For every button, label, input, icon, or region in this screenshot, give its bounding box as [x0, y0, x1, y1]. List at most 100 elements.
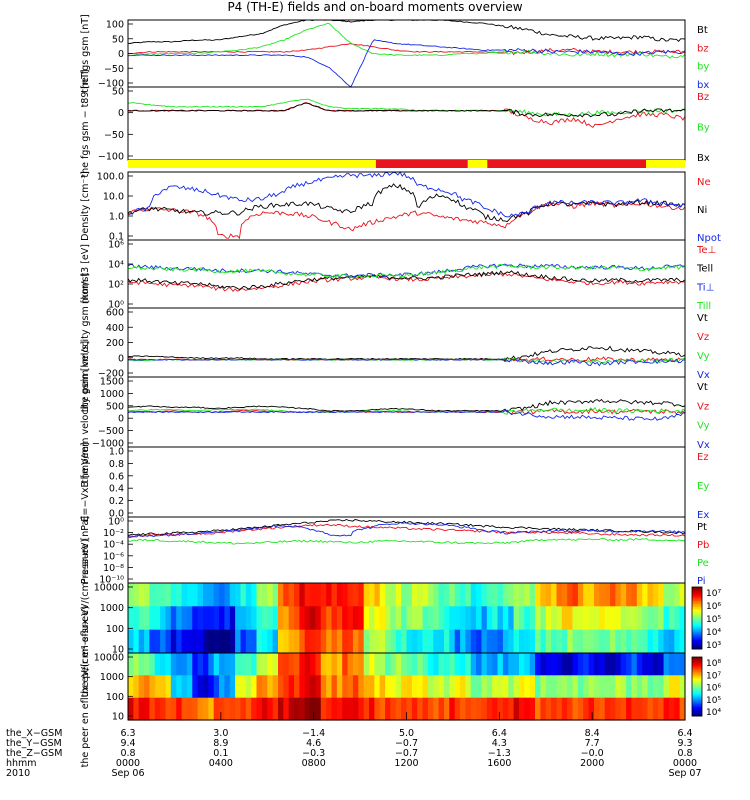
heatmap-cell: [508, 583, 515, 607]
heatmap-cell: [583, 653, 590, 676]
series-line-Vt: [127, 398, 686, 413]
heatmap-cell: [133, 653, 140, 676]
heatmap-cell: [213, 675, 220, 699]
heatmap-cell: [529, 675, 536, 699]
heatmap-cell: [278, 675, 284, 699]
colorbar-swatch: [692, 661, 702, 664]
heatmap-cell: [170, 675, 177, 699]
legend-entry: Pt: [697, 522, 707, 533]
heatmap-cell: [256, 583, 263, 607]
heatmap-cell: [668, 697, 675, 721]
heatmap-cell: [138, 653, 145, 676]
heatmap-cell: [272, 653, 279, 676]
heatmap-cell: [519, 697, 525, 721]
heatmap-cell: [224, 606, 231, 631]
legend-entry: Vz: [697, 401, 709, 412]
heatmap-cell: [186, 583, 193, 607]
heatmap-cell: [631, 697, 638, 721]
heatmap-cell: [652, 653, 659, 676]
heatmap-cell: [529, 606, 536, 631]
heatmap-cell: [229, 583, 236, 607]
heatmap-cell: [326, 653, 333, 676]
heatmap-cell: [444, 697, 450, 721]
heatmap-cell: [369, 697, 375, 721]
heatmap-cell: [444, 629, 450, 654]
heatmap-cell: [379, 697, 386, 721]
heatmap-cell: [149, 583, 156, 607]
colorbar-frame: [691, 586, 703, 650]
heatmap-cell: [401, 653, 408, 676]
series-line-Bz: [127, 102, 686, 129]
heatmap-cell: [551, 653, 558, 676]
heatmap-cell: [170, 583, 177, 607]
legend-entry: bx: [697, 80, 709, 91]
mode-bar-segment: [467, 160, 488, 168]
heatmap-cell: [417, 653, 424, 676]
colorbar-swatch: [692, 624, 702, 627]
heatmap-cell: [572, 583, 579, 607]
heatmap-cell: [545, 629, 552, 654]
heatmap-cell: [240, 675, 247, 699]
colorbar-swatch: [692, 587, 702, 589]
heatmap-cell: [235, 606, 242, 631]
heatmap-cell: [315, 583, 322, 607]
heatmap-cell: [395, 606, 402, 631]
heatmap-cell: [229, 697, 236, 721]
heatmap-cell: [138, 606, 145, 631]
heatmap-cell: [144, 629, 151, 654]
heatmap-cell: [219, 629, 225, 654]
y-tick-label: 1000: [100, 603, 124, 614]
heatmap-cell: [502, 697, 509, 721]
colorbar-tick-label: 10⁴: [706, 628, 721, 638]
heatmap-cell: [138, 675, 145, 699]
y-tick-label: 10⁻⁴: [103, 540, 124, 551]
heatmap-cell: [154, 583, 161, 607]
colorbar-swatch: [692, 591, 702, 594]
colorbar-swatch: [692, 665, 702, 668]
panel-frame: [127, 446, 686, 518]
heatmap-cell: [369, 653, 375, 676]
heatmap-cell: [572, 675, 579, 699]
heatmap-cell: [176, 653, 183, 676]
heatmap-cell: [374, 697, 381, 721]
heatmap-cell: [181, 629, 188, 654]
mode-bar-segment: [646, 160, 685, 168]
heatmap-cell: [299, 653, 306, 676]
heatmap-cell: [465, 629, 472, 654]
colorbar-swatch: [692, 641, 702, 644]
heatmap-cell: [299, 697, 306, 721]
heatmap-cell: [256, 653, 263, 676]
series-line-Bx: [127, 102, 686, 118]
heatmap-cell: [261, 675, 268, 699]
heatmap-cell: [224, 629, 231, 654]
x-row-label: the_X−GSM: [6, 728, 62, 739]
colorbar-tick-label: 10⁵: [706, 696, 721, 706]
x-tick-label: 1200: [394, 758, 418, 769]
heatmap-cell: [470, 697, 477, 721]
y-tick-label: 10: [112, 712, 124, 723]
heatmap-cell: [186, 653, 193, 676]
heatmap-cell: [213, 606, 220, 631]
heatmap-cell: [599, 675, 606, 699]
heatmap-cell: [535, 583, 541, 607]
heatmap-cell: [128, 697, 134, 721]
heatmap-cell: [417, 675, 424, 699]
heatmap-cell: [347, 675, 354, 699]
legend-entry: Pb: [697, 540, 709, 551]
x-tick-label: 6.4: [677, 728, 692, 739]
heatmap-cell: [358, 583, 365, 607]
heatmap-cell: [411, 629, 418, 654]
heatmap-cell: [267, 697, 274, 721]
heatmap-cell: [535, 675, 541, 699]
heatmap-cell: [326, 629, 333, 654]
heatmap-cell: [245, 606, 252, 631]
legend-entry: Ti⊥: [696, 282, 714, 293]
heatmap-cell: [406, 629, 413, 654]
heatmap-cell: [192, 697, 199, 721]
x-tick-label: 8.9: [213, 738, 228, 749]
y-tick-label: 50: [112, 34, 124, 45]
heatmap-cell: [310, 675, 317, 699]
heatmap-cell: [519, 583, 525, 607]
heatmap-cell: [556, 697, 563, 721]
heatmap-cell: [315, 697, 322, 721]
